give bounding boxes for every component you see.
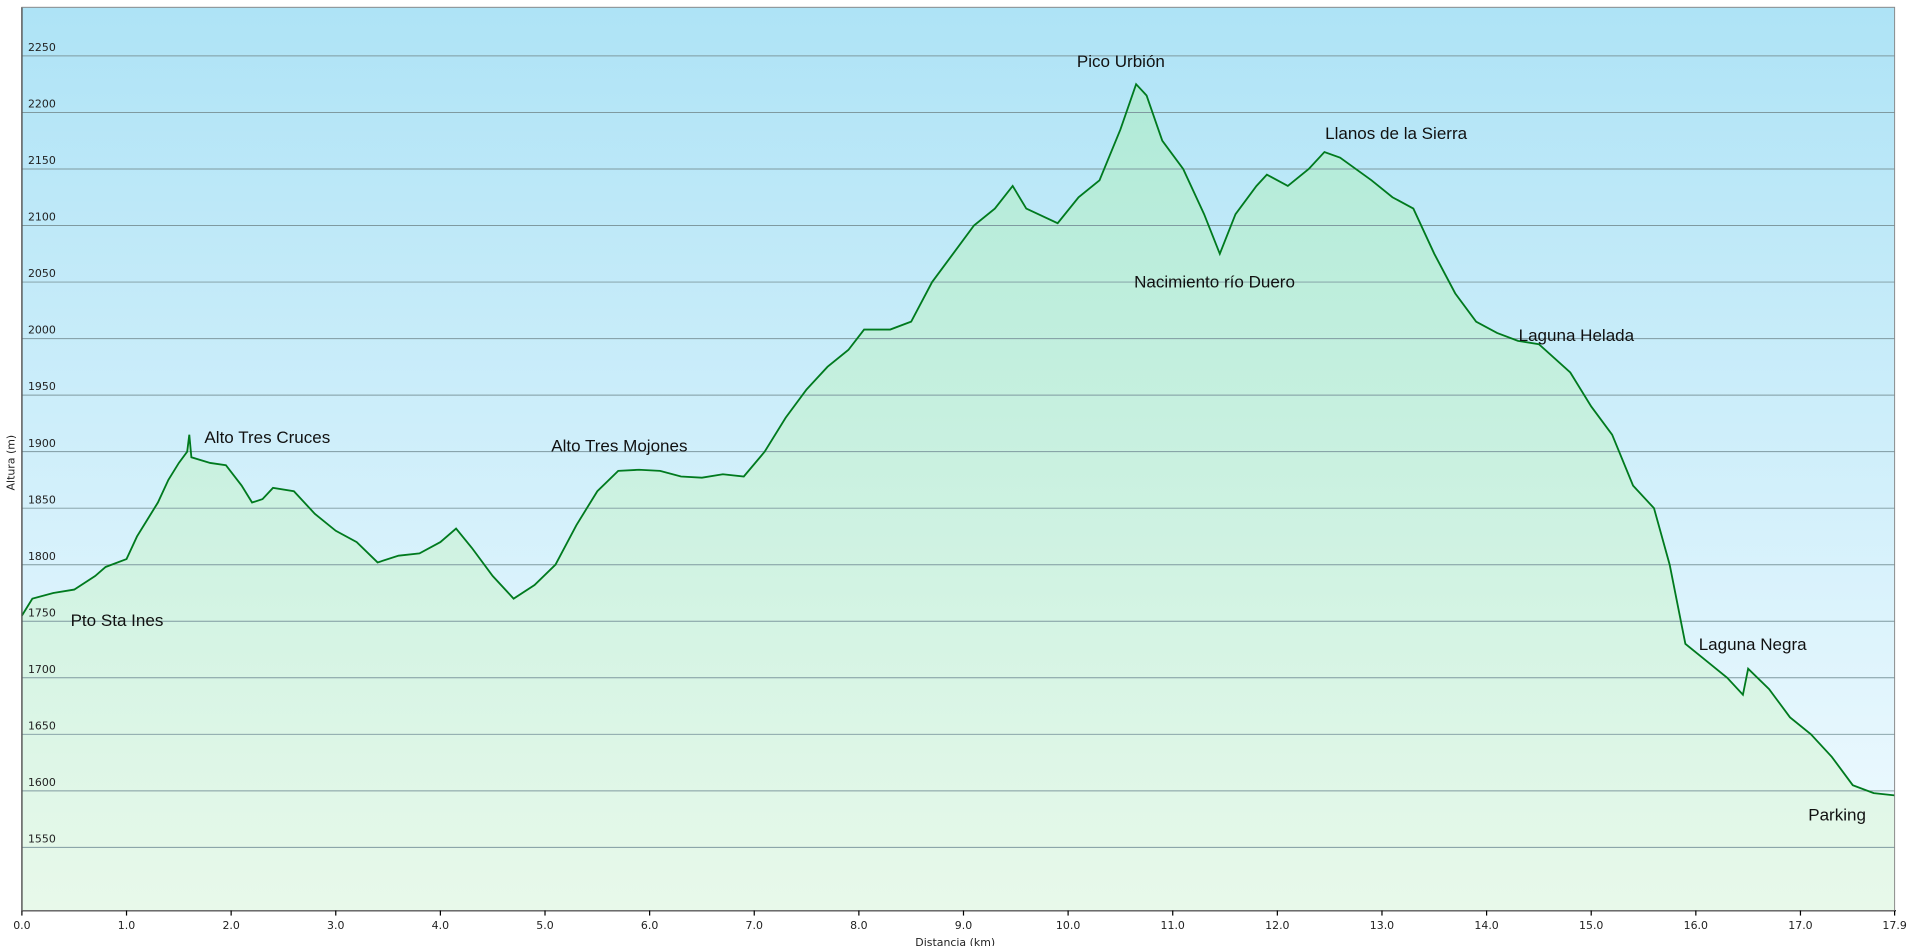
area-fill (21, 84, 1895, 911)
y-tick-label: 1850 (28, 493, 56, 506)
x-tick-label: 12.0 (1265, 919, 1289, 932)
y-tick-label: 2050 (28, 267, 56, 280)
x-tick-label: 5.0 (536, 919, 553, 932)
x-tick-label: 4.0 (432, 919, 449, 932)
y-tick-label: 2200 (28, 98, 56, 111)
elevation-line (21, 82, 1895, 797)
annotation: Laguna Negra (1699, 635, 1807, 654)
x-tick-label: 14.0 (1474, 919, 1498, 932)
y-tick-label: 1900 (28, 437, 56, 450)
annotation: Alto Tres Cruces (204, 428, 330, 447)
y-tick-label: 1600 (28, 776, 56, 789)
y-tick-label: 2000 (28, 324, 56, 337)
x-tick-label: 7.0 (746, 919, 763, 932)
y-tick-label: 2100 (28, 211, 56, 224)
annotation: Nacimiento río Duero (1134, 272, 1295, 291)
annotation: Parking (1808, 806, 1866, 825)
y-tick-label: 1750 (28, 606, 56, 619)
x-tick-label: 2.0 (222, 919, 239, 932)
x-tick-label: 16.0 (1684, 919, 1708, 932)
annotation: Alto Tres Mojones (551, 437, 687, 456)
x-tick-label: 6.0 (641, 919, 658, 932)
y-tick-label: 2250 (28, 41, 56, 54)
y-axis-title: Altura (m) (5, 435, 18, 491)
x-tick-label: 13.0 (1370, 919, 1394, 932)
x-tick-label: 10.0 (1056, 919, 1080, 932)
y-tick-label: 2150 (28, 154, 56, 167)
x-axis-title: Distancia (km) (915, 936, 995, 946)
y-tick-label: 1700 (28, 663, 56, 676)
y-tick-label: 1550 (28, 833, 56, 846)
x-tick-label: 3.0 (327, 919, 344, 932)
x-tick-label: 0.0 (13, 919, 30, 932)
x-tick-label: 15.0 (1579, 919, 1603, 932)
y-tick-label: 1800 (28, 550, 56, 563)
y-tick-label: 1650 (28, 719, 56, 732)
y-tick-label: 1950 (28, 380, 56, 393)
x-tick-label: 1.0 (118, 919, 135, 932)
plot-border (21, 6, 1896, 912)
x-tick-label: 9.0 (955, 919, 972, 932)
annotation: Llanos de la Sierra (1325, 124, 1468, 143)
annotation: Pto Sta Ines (71, 611, 164, 630)
x-tick-label: 11.0 (1161, 919, 1185, 932)
annotation: Pico Urbión (1077, 52, 1165, 71)
annotation: Laguna Helada (1519, 326, 1635, 345)
x-tick-label: 17.0 (1788, 919, 1812, 932)
x-tick-label: 17.9 (1882, 919, 1906, 932)
x-tick-label: 8.0 (850, 919, 867, 932)
